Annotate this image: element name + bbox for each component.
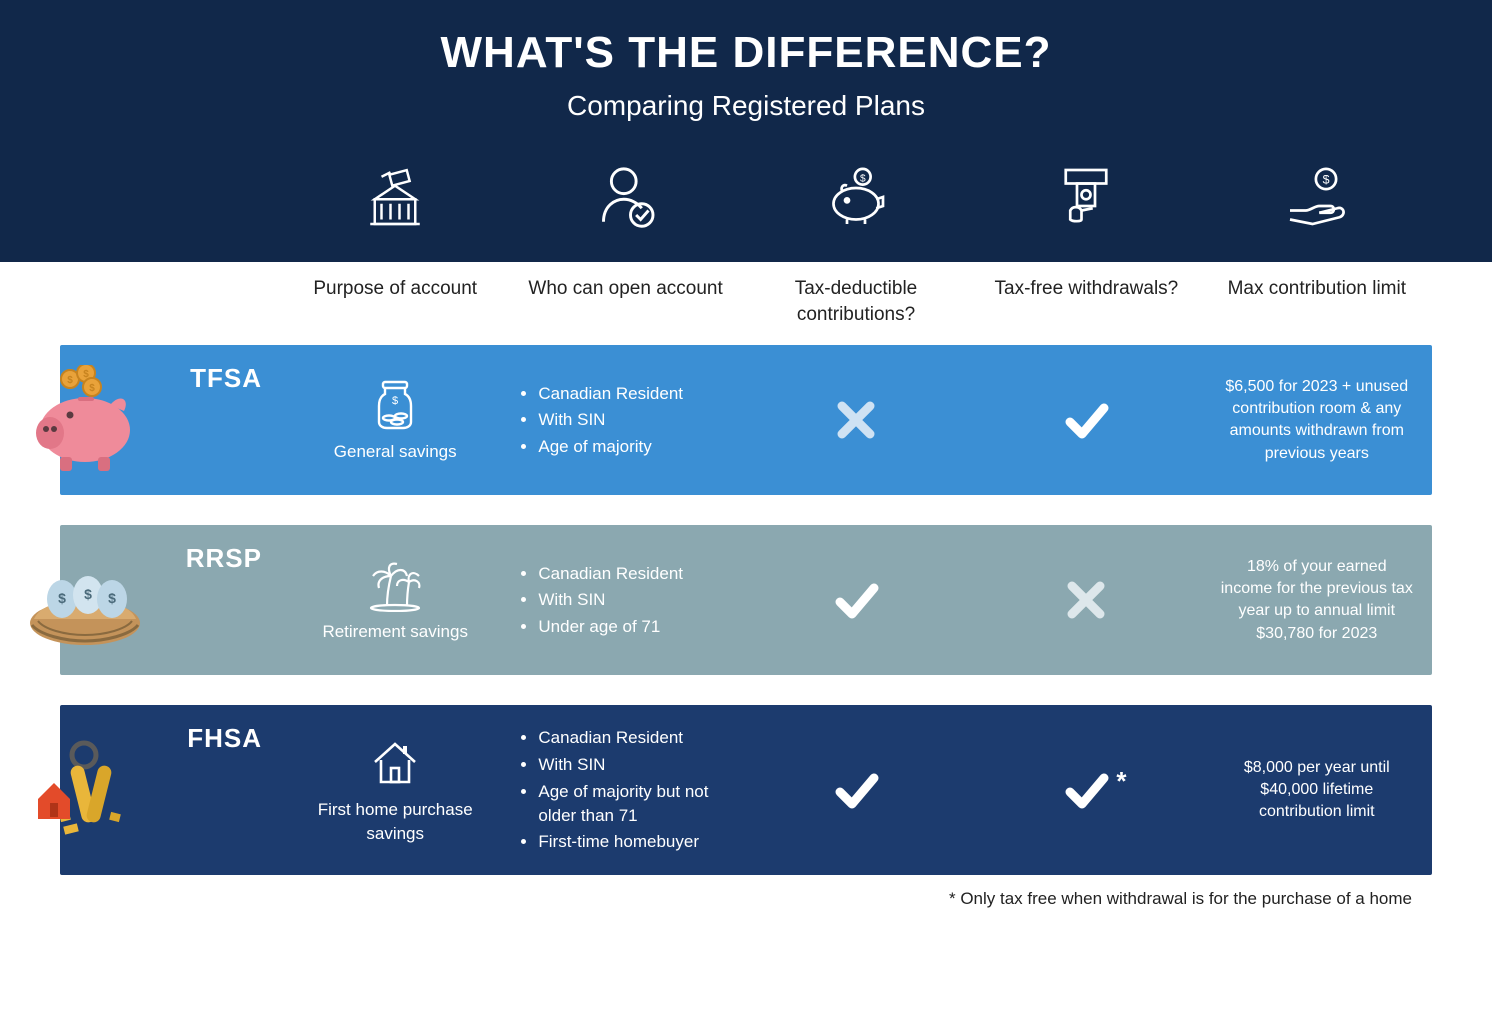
fhsa-deductible-check bbox=[741, 756, 971, 824]
tfsa-limit: $6,500 for 2023 + unused contribution ro… bbox=[1202, 376, 1432, 466]
svg-text:$: $ bbox=[58, 590, 66, 606]
column-headers: Purpose of account Who can open account … bbox=[0, 262, 1492, 345]
svg-text:$: $ bbox=[89, 383, 95, 394]
col-limit: Max contribution limit bbox=[1202, 276, 1432, 327]
fhsa-name: FHSA bbox=[187, 723, 262, 754]
tfsa-row: $ $ $ TFSA $ General savings Canadian Re… bbox=[60, 345, 1432, 495]
col-withdrawals: Tax-free withdrawals? bbox=[971, 276, 1201, 327]
house-icon bbox=[367, 734, 423, 790]
header: WHAT'S THE DIFFERENCE? Comparing Registe… bbox=[0, 0, 1492, 262]
svg-text:$: $ bbox=[860, 173, 866, 184]
atm-withdrawal-icon bbox=[971, 152, 1201, 242]
piggy-bank-icon: $ bbox=[741, 152, 971, 242]
rrsp-limit: 18% of your earned income for the previo… bbox=[1202, 556, 1432, 646]
person-check-icon bbox=[510, 152, 740, 242]
page-title: WHAT'S THE DIFFERENCE? bbox=[0, 28, 1492, 78]
rrsp-purpose: Retirement savings bbox=[280, 546, 510, 654]
tfsa-deductible-cross bbox=[741, 386, 971, 454]
svg-text:$: $ bbox=[83, 369, 89, 380]
nest-egg-icon: $ $ $ bbox=[20, 545, 150, 655]
col-deductible: Tax-deductible contributions? bbox=[741, 276, 971, 327]
tfsa-purpose: $ General savings bbox=[280, 366, 510, 474]
col-purpose: Purpose of account bbox=[280, 276, 510, 327]
tfsa-who: Canadian Resident With SIN Age of majori… bbox=[510, 369, 740, 472]
bank-deposit-icon bbox=[280, 152, 510, 242]
svg-text:$: $ bbox=[392, 395, 398, 407]
jar-icon: $ bbox=[367, 376, 423, 432]
fhsa-row: FHSA First home purchase savings Canadia… bbox=[60, 705, 1432, 875]
rrsp-deductible-check bbox=[741, 566, 971, 634]
rrsp-name: RRSP bbox=[186, 543, 262, 574]
rrsp-withdrawal-cross bbox=[971, 566, 1201, 634]
piggy-bank-color-icon: $ $ $ bbox=[20, 365, 150, 475]
svg-text:$: $ bbox=[67, 375, 73, 386]
header-icon-row: $ $ bbox=[0, 152, 1492, 262]
fhsa-withdrawal-check: * bbox=[971, 756, 1201, 824]
hand-coin-icon: $ bbox=[1202, 152, 1432, 242]
asterisk-icon: * bbox=[1116, 763, 1126, 799]
tfsa-withdrawal-check bbox=[971, 386, 1201, 454]
svg-text:$: $ bbox=[84, 586, 92, 602]
house-keys-icon bbox=[20, 735, 150, 845]
page-subtitle: Comparing Registered Plans bbox=[0, 90, 1492, 122]
svg-text:$: $ bbox=[1322, 173, 1329, 187]
fhsa-who: Canadian Resident With SIN Age of majori… bbox=[510, 713, 740, 867]
svg-text:$: $ bbox=[108, 590, 116, 606]
rrsp-row: $ $ $ RRSP Retirement savings Canadian R… bbox=[60, 525, 1432, 675]
col-who: Who can open account bbox=[510, 276, 740, 327]
rrsp-who: Canadian Resident With SIN Under age of … bbox=[510, 549, 740, 652]
fhsa-limit: $8,000 per year until $40,000 lifetime c… bbox=[1202, 757, 1432, 824]
footnote: * Only tax free when withdrawal is for t… bbox=[0, 883, 1492, 909]
palm-tree-icon bbox=[367, 556, 423, 612]
fhsa-purpose: First home purchase savings bbox=[280, 724, 510, 856]
tfsa-name: TFSA bbox=[190, 363, 262, 394]
